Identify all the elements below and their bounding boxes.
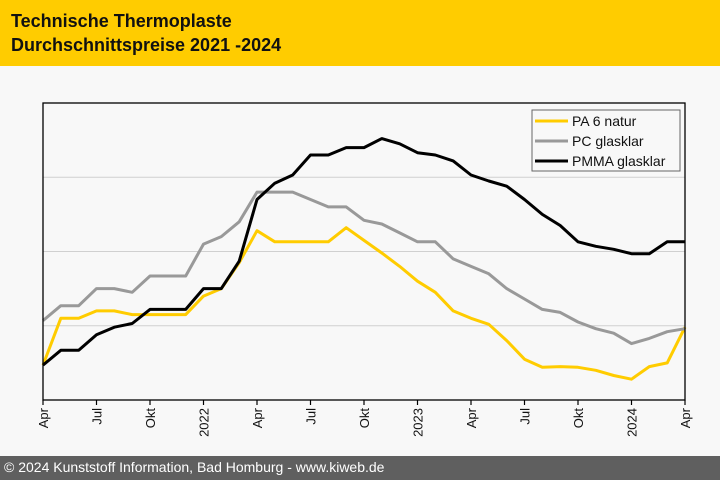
- x-tick-label: Apr: [464, 407, 479, 428]
- x-tick-label: Jul: [90, 408, 105, 425]
- series-line-pa-6-natur: [41, 226, 687, 381]
- footer-bar: © 2024 Kunststoff Information, Bad Hombu…: [0, 456, 720, 480]
- legend-item: PA 6 natur: [535, 113, 637, 129]
- x-tick-label: Okt: [143, 408, 158, 429]
- line-chart: Apr Jul Okt 2022 Apr Jul Okt 2023 Apr Jul Okt 2024 A…: [36, 102, 693, 437]
- x-tick-label: 2022: [197, 408, 212, 437]
- x-axis: Apr Jul Okt 2022 Apr Jul Okt 2023 Apr Jul Okt 2024 A…: [36, 400, 693, 437]
- x-tick-label: Okt: [357, 408, 372, 429]
- legend-label: PMMA glasklar: [572, 153, 666, 169]
- legend-item: PC glasklar: [535, 133, 644, 149]
- x-tick-label: Jul: [518, 408, 533, 425]
- x-tick-label: 2023: [411, 408, 426, 437]
- legend-label: PA 6 natur: [572, 113, 637, 129]
- x-tick-label: Jul: [304, 408, 319, 425]
- legend-item: PMMA glasklar: [535, 153, 666, 169]
- series-lines: [41, 137, 687, 381]
- legend-label: PC glasklar: [572, 133, 644, 149]
- title-line-1: Technische Thermoplaste: [11, 11, 232, 31]
- x-tick-label: Apr: [250, 407, 265, 428]
- x-tick-label: 2024: [625, 408, 640, 437]
- page-title: Technische Thermoplaste Durchschnittspre…: [11, 9, 281, 57]
- title-line-2: Durchschnittspreise 2021 -2024: [11, 35, 282, 55]
- x-tick-label: Apr: [678, 407, 693, 428]
- header-banner: Technische Thermoplaste Durchschnittspre…: [0, 0, 720, 66]
- legend: PA 6 natur PC glasklar PMMA glasklar: [531, 109, 681, 172]
- series-line-pc-glasklar: [42, 190, 686, 346]
- gridlines: [43, 176, 685, 327]
- x-tick-label: Apr: [36, 407, 51, 428]
- x-tick-label: Okt: [571, 408, 586, 429]
- copyright-text: © 2024 Kunststoff Information, Bad Hombu…: [4, 459, 385, 475]
- series-line-pmma-glasklar: [42, 137, 685, 367]
